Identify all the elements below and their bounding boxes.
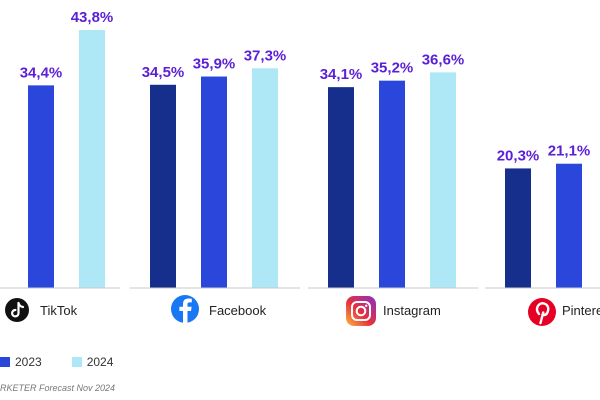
bars-layer bbox=[28, 30, 582, 289]
bar-instagram-s0 bbox=[328, 87, 354, 288]
value-label-facebook-s1: 35,9% bbox=[193, 56, 236, 73]
bar-instagram-s1 bbox=[379, 80, 405, 288]
category-label-instagram: Instagram bbox=[383, 303, 441, 318]
bar-tiktok-s1 bbox=[28, 85, 54, 288]
legend-swatch-2024 bbox=[71, 357, 82, 367]
category-labels-layer: TikTok Facebook Instagram Pintere bbox=[40, 303, 600, 318]
value-label-facebook-s0: 34,5% bbox=[142, 64, 185, 81]
legend: 2023 2024 bbox=[0, 355, 143, 369]
value-label-tiktok-s2: 43,8% bbox=[71, 9, 114, 26]
source-note: RKETER Forecast Nov 2024 bbox=[0, 383, 116, 393]
bar-chart: %34,4%43,8%34,5%35,9%37,3%34,1%35,2%36,6… bbox=[0, 9, 600, 326]
value-label-pinterest-s1: 21,1% bbox=[548, 143, 591, 160]
category-label-pinterest: Pintere bbox=[562, 303, 600, 318]
value-label-tiktok-s1: 34,4% bbox=[20, 64, 63, 81]
pinterest-icon bbox=[528, 298, 556, 326]
bar-tiktok-s2 bbox=[79, 30, 105, 288]
category-label-tiktok: TikTok bbox=[40, 303, 78, 318]
tiktok-icon bbox=[5, 298, 29, 322]
legend-label-2023: 2023 bbox=[15, 355, 42, 369]
legend-item-2024: 2024 bbox=[71, 355, 114, 369]
bar-facebook-s2 bbox=[252, 68, 278, 288]
facebook-icon bbox=[171, 295, 199, 323]
value-labels-layer: %34,4%43,8%34,5%35,9%37,3%34,1%35,2%36,6… bbox=[20, 9, 591, 164]
bar-pinterest-s0 bbox=[505, 168, 531, 288]
legend-item-2023: 2023 bbox=[0, 355, 42, 369]
legend-label-2024: 2024 bbox=[86, 355, 114, 369]
bar-facebook-s0 bbox=[150, 84, 176, 288]
bar-pinterest-s1 bbox=[556, 163, 582, 288]
value-label-instagram-s0: 34,1% bbox=[320, 66, 363, 83]
value-label-facebook-s2: 37,3% bbox=[244, 47, 287, 64]
bar-instagram-s2 bbox=[430, 72, 456, 289]
instagram-icon bbox=[346, 296, 376, 326]
bar-facebook-s1 bbox=[201, 76, 227, 289]
category-label-facebook: Facebook bbox=[209, 303, 267, 318]
value-label-instagram-s1: 35,2% bbox=[371, 60, 414, 77]
legend-swatch-2023 bbox=[0, 357, 10, 367]
value-label-instagram-s2: 36,6% bbox=[422, 51, 465, 68]
value-label-pinterest-s0: 20,3% bbox=[497, 147, 540, 164]
